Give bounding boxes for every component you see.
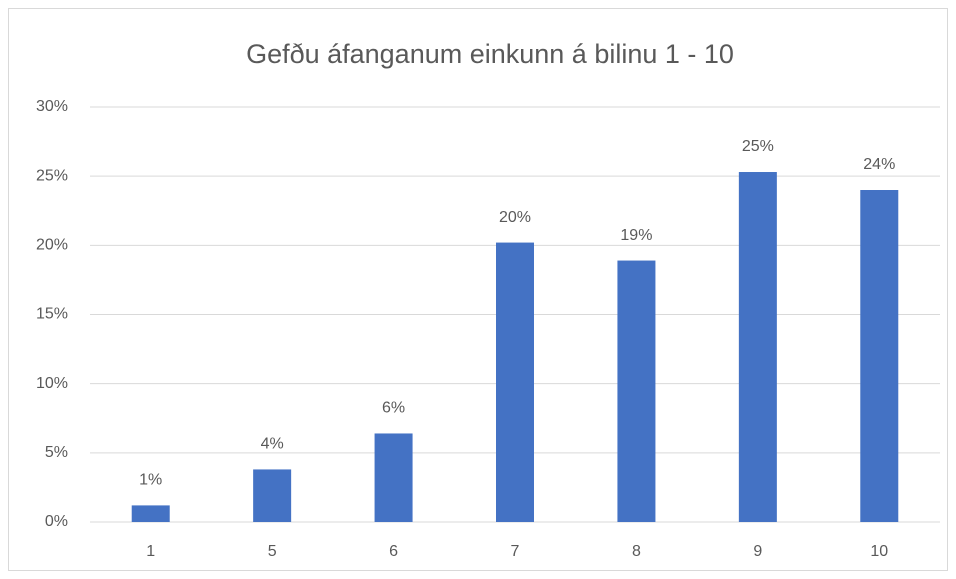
y-tick-label: 30% — [36, 98, 68, 115]
x-tick-label: 8 — [632, 543, 641, 560]
bar — [131, 505, 170, 522]
x-tick-label: 5 — [268, 543, 277, 560]
bar — [496, 242, 534, 523]
y-tick-label: 15% — [36, 306, 68, 323]
chart-title: Gefðu áfanganum einkunn á bilinu 1 - 10 — [246, 39, 734, 69]
data-label: 25% — [742, 138, 774, 155]
y-tick-label: 20% — [36, 237, 68, 254]
data-label: 1% — [139, 472, 162, 489]
bar — [617, 260, 656, 522]
data-label: 19% — [620, 227, 652, 244]
data-label: 24% — [863, 156, 895, 173]
y-tick-label: 10% — [36, 375, 68, 392]
x-tick-label: 1 — [146, 543, 155, 560]
x-tick-label: 10 — [870, 543, 888, 560]
data-label: 4% — [261, 436, 284, 453]
x-tick-label: 7 — [511, 543, 520, 560]
chart-border — [8, 8, 948, 571]
y-tick-label: 25% — [36, 167, 68, 184]
bar — [253, 469, 292, 522]
bar — [374, 433, 413, 522]
x-tick-label: 9 — [753, 543, 762, 560]
data-label: 6% — [382, 400, 405, 417]
bar — [860, 190, 899, 522]
x-tick-label: 6 — [389, 543, 398, 560]
y-tick-label: 5% — [45, 444, 68, 461]
y-tick-label: 0% — [45, 513, 68, 530]
data-label: 20% — [499, 209, 531, 226]
bar — [738, 172, 777, 522]
